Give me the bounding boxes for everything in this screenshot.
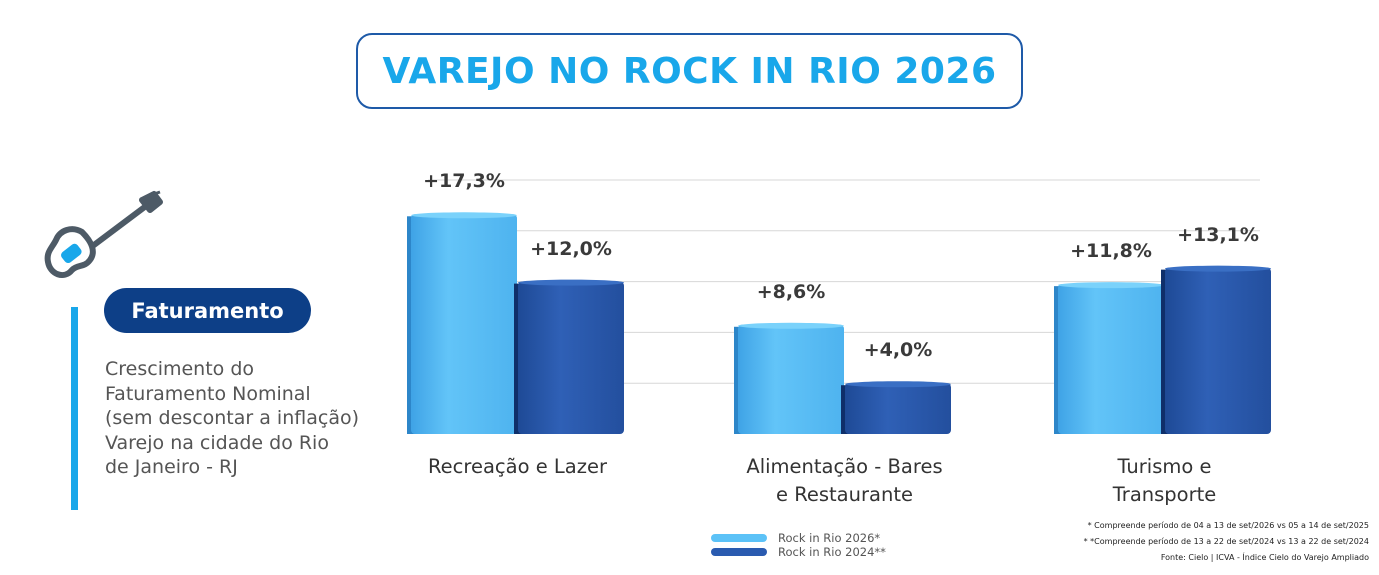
description-line: Crescimento do <box>105 358 255 380</box>
legend-label: Rock in Rio 2024** <box>778 545 886 559</box>
bar-body <box>411 214 517 434</box>
category-label: Turismo e Transporte <box>1035 453 1295 509</box>
bar-body <box>1165 267 1271 434</box>
accent-bar <box>71 307 78 510</box>
description-line: (sem descontar a inflação) <box>105 407 359 429</box>
bar-body <box>1058 284 1164 434</box>
footnote: * *Compreende período de 13 a 22 de set/… <box>1083 537 1369 546</box>
footnote: * Compreende período de 04 a 13 de set/2… <box>1087 521 1369 530</box>
bar-body <box>518 281 624 434</box>
category-label: Alimentação - Bares e Restaurante <box>715 453 975 509</box>
category-label-line: Turismo e <box>1117 455 1212 478</box>
bar-top <box>845 381 951 388</box>
category-label: Recreação e Lazer <box>388 453 648 481</box>
legend-label: Rock in Rio 2026* <box>778 531 881 545</box>
bar-side <box>734 326 742 434</box>
bar-side <box>1054 286 1062 434</box>
footnotes: * Compreende período de 04 a 13 de set/2… <box>1084 518 1369 566</box>
title-box: VAREJO NO ROCK IN RIO 2026 <box>356 33 1023 109</box>
legend-swatch <box>711 534 767 542</box>
legend-item-2024: Rock in Rio 2024** <box>711 544 931 560</box>
bar-top <box>738 322 844 329</box>
bar <box>514 279 624 434</box>
bar <box>407 212 517 434</box>
bar-body <box>738 324 844 434</box>
badge-faturamento: Faturamento <box>104 288 311 333</box>
description-line: Varejo na cidade do Rio <box>105 431 329 454</box>
data-label: +4,0% <box>863 339 933 362</box>
description: Crescimento do Faturamento Nominal (sem … <box>105 357 405 480</box>
category-label-line: Recreação e Lazer <box>428 455 607 478</box>
bar <box>841 381 951 434</box>
data-label: +11,8% <box>1070 240 1152 263</box>
bar-top <box>518 279 624 286</box>
bar-side <box>1161 269 1169 434</box>
bar <box>734 322 844 434</box>
bar-side <box>514 283 522 434</box>
page-title: VAREJO NO ROCK IN RIO 2026 <box>382 50 997 92</box>
guitar-icon <box>44 190 163 279</box>
bar <box>1161 265 1271 434</box>
bar-top <box>411 212 517 219</box>
data-label: +8,6% <box>756 280 826 303</box>
bar-side <box>407 216 415 434</box>
description-line: Faturamento Nominal <box>105 382 311 405</box>
category-label-line: e Restaurante <box>776 483 913 506</box>
footnote: Fonte: Cielo | ICVA - Índice Cielo do Va… <box>1160 553 1369 562</box>
bar-top <box>1058 282 1164 289</box>
data-label: +13,1% <box>1177 223 1259 246</box>
legend-swatch <box>711 548 767 556</box>
bar <box>1054 282 1164 434</box>
bar-top <box>1165 265 1271 272</box>
legend-item-2026: Rock in Rio 2026* <box>711 530 931 546</box>
category-label-line: Alimentação - Bares <box>746 455 943 478</box>
bar-side <box>841 385 849 434</box>
data-label: +17,3% <box>423 170 505 193</box>
data-label: +12,0% <box>530 237 612 260</box>
description-line: de Janeiro - RJ <box>105 456 238 478</box>
category-label-line: Transporte <box>1112 483 1217 506</box>
bar-body <box>845 383 951 434</box>
